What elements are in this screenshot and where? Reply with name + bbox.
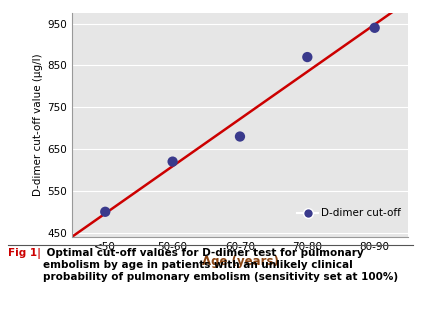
Text: Fig 1|: Fig 1| xyxy=(8,248,41,259)
X-axis label: Age (years): Age (years) xyxy=(202,255,278,267)
Point xyxy=(102,209,109,215)
Point xyxy=(304,54,311,60)
Point xyxy=(237,134,243,139)
Text: Optimal cut-off values for D-dimer test for pulmonary
embolism by age in patient: Optimal cut-off values for D-dimer test … xyxy=(43,248,398,282)
Y-axis label: D-dimer cut-off value (µg/l): D-dimer cut-off value (µg/l) xyxy=(33,54,43,196)
Legend: D-dimer cut-off: D-dimer cut-off xyxy=(295,206,403,220)
Point xyxy=(169,159,176,164)
Point xyxy=(371,25,378,30)
